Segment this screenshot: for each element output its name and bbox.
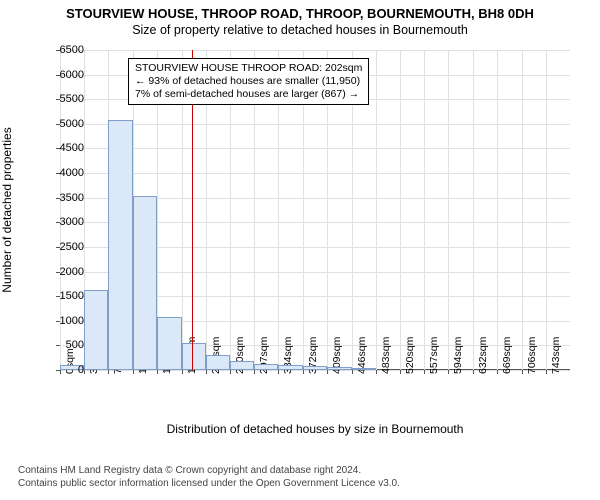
x-tick-mark — [254, 370, 255, 374]
grid-line-v — [522, 50, 523, 370]
y-tick-label: 4500 — [44, 142, 84, 154]
y-tick-label: 3000 — [44, 216, 84, 228]
x-tick-label: 520sqm — [404, 337, 416, 374]
x-tick-mark — [108, 370, 109, 374]
x-tick-mark — [497, 370, 498, 374]
footnote: Contains HM Land Registry data © Crown c… — [18, 464, 400, 490]
x-tick-label: 632sqm — [477, 337, 489, 374]
page-title-line1: STOURVIEW HOUSE, THROOP ROAD, THROOP, BO… — [0, 6, 600, 21]
x-axis-title: Distribution of detached houses by size … — [60, 422, 570, 436]
plot-area: 0sqm37sqm74sqm111sqm149sqm186sqm223sqm26… — [60, 50, 570, 370]
y-tick-label: 1500 — [44, 290, 84, 302]
y-tick-label: 500 — [44, 339, 84, 351]
grid-line-v — [376, 50, 377, 370]
x-tick-label: 743sqm — [550, 337, 562, 374]
y-tick-label: 6500 — [44, 44, 84, 56]
x-tick-label: 557sqm — [428, 337, 440, 374]
y-axis-title: Number of detached properties — [0, 127, 14, 292]
x-tick-mark — [206, 370, 207, 374]
histogram-bar — [230, 361, 254, 370]
histogram-bar — [133, 196, 158, 370]
x-tick-label: 483sqm — [380, 337, 392, 374]
x-tick-mark — [133, 370, 134, 374]
footnote-line1: Contains HM Land Registry data © Crown c… — [18, 464, 400, 477]
y-tick-label: 3500 — [44, 192, 84, 204]
x-tick-mark — [230, 370, 231, 374]
x-tick-label: 706sqm — [526, 337, 538, 374]
y-tick-label: 2500 — [44, 241, 84, 253]
x-tick-label: 594sqm — [452, 337, 464, 374]
y-tick-label: 0 — [44, 364, 84, 376]
x-tick-mark — [448, 370, 449, 374]
y-tick-label: 1000 — [44, 315, 84, 327]
grid-line-v — [424, 50, 425, 370]
annotation-line: ← 93% of detached houses are smaller (11… — [135, 75, 362, 88]
x-tick-mark — [546, 370, 547, 374]
histogram-bar — [254, 364, 278, 370]
x-tick-mark — [376, 370, 377, 374]
grid-line-h — [60, 173, 570, 174]
x-tick-mark — [424, 370, 425, 374]
x-tick-mark — [352, 370, 353, 374]
x-tick-mark — [157, 370, 158, 374]
grid-line-v — [546, 50, 547, 370]
histogram-bar — [182, 343, 206, 370]
y-tick-label: 6000 — [44, 69, 84, 81]
grid-line-v — [448, 50, 449, 370]
x-tick-label: 669sqm — [501, 337, 513, 374]
x-tick-mark — [400, 370, 401, 374]
y-tick-label: 2000 — [44, 266, 84, 278]
x-tick-mark — [278, 370, 279, 374]
grid-line-h — [60, 124, 570, 125]
footnote-line2: Contains public sector information licen… — [18, 477, 400, 490]
x-tick-mark — [182, 370, 183, 374]
y-tick-label: 4000 — [44, 167, 84, 179]
y-tick-label: 5500 — [44, 93, 84, 105]
x-tick-mark — [522, 370, 523, 374]
grid-line-v — [497, 50, 498, 370]
histogram-bar — [327, 367, 351, 370]
x-tick-mark — [303, 370, 304, 374]
histogram-bar — [352, 368, 376, 370]
y-tick-label: 5000 — [44, 118, 84, 130]
grid-line-h — [60, 50, 570, 51]
histogram-bar — [278, 365, 303, 370]
annotation-line: 7% of semi-detached houses are larger (8… — [135, 88, 362, 101]
page-title-line2: Size of property relative to detached ho… — [0, 23, 600, 37]
annotation-line: STOURVIEW HOUSE THROOP ROAD: 202sqm — [135, 62, 362, 75]
histogram-bar — [206, 355, 230, 370]
x-tick-mark — [84, 370, 85, 374]
x-tick-mark — [327, 370, 328, 374]
histogram-bar — [84, 290, 108, 370]
grid-line-h — [60, 148, 570, 149]
histogram-bar — [303, 366, 327, 370]
histogram-bar — [157, 317, 181, 370]
histogram-chart: 0sqm37sqm74sqm111sqm149sqm186sqm223sqm26… — [60, 50, 570, 410]
annotation-box: STOURVIEW HOUSE THROOP ROAD: 202sqm← 93%… — [128, 58, 369, 105]
grid-line-v — [400, 50, 401, 370]
histogram-bar — [108, 120, 132, 370]
x-tick-mark — [473, 370, 474, 374]
grid-line-v — [473, 50, 474, 370]
